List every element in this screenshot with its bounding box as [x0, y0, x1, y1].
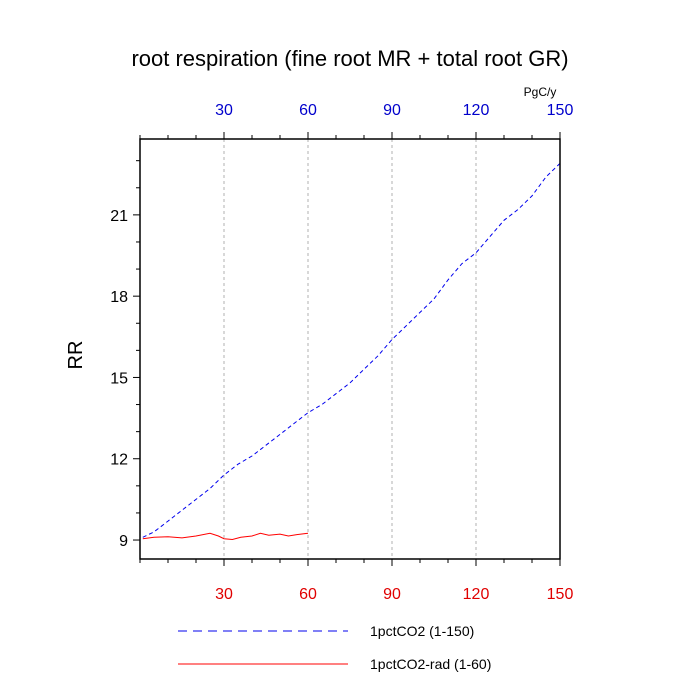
x-tick-label: 120: [463, 586, 490, 603]
y-tick-label: 15: [110, 370, 128, 387]
top-tick-label: 90: [383, 102, 401, 119]
top-tick-label: 60: [299, 102, 317, 119]
legend: 1pctCO2 (1-150) 1pctCO2-rad (1-60): [178, 623, 491, 672]
y-tick-label: 21: [110, 208, 128, 225]
plot-frame: [139, 138, 561, 560]
chart-title: root respiration (fine root MR + total r…: [131, 46, 568, 71]
y-tick-label: 18: [110, 289, 128, 306]
legend-label-2: 1pctCO2-rad (1-60): [370, 656, 491, 672]
x-tick-label: 30: [215, 586, 233, 603]
axis-ticks: 9 12 15 18 21 30 60 90 120 150 30 60 90 120 150: [110, 102, 573, 603]
series-layer: [142, 163, 561, 541]
top-axis-units: PgC/y: [524, 85, 557, 99]
series-line-2: [142, 532, 309, 541]
y-tick-label: 9: [119, 533, 128, 550]
top-tick-label: 120: [463, 102, 490, 119]
grid-lines: [223, 139, 477, 559]
legend-label-1: 1pctCO2 (1-150): [370, 623, 474, 639]
y-tick-label: 12: [110, 452, 128, 469]
top-tick-label: 150: [547, 102, 574, 119]
x-tick-label: 90: [383, 586, 401, 603]
x-tick-label: 60: [299, 586, 317, 603]
series-line-1: [142, 163, 561, 538]
y-axis-label: RR: [65, 341, 87, 370]
x-tick-label: 150: [547, 586, 574, 603]
top-tick-label: 30: [215, 102, 233, 119]
